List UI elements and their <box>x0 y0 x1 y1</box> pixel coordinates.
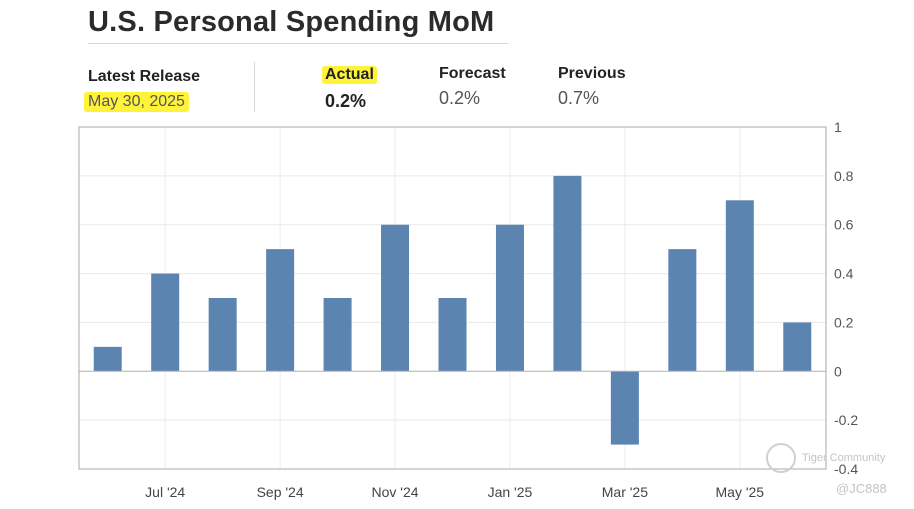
actual-label: Actual <box>322 66 377 84</box>
x-tick-label: Mar '25 <box>602 484 648 500</box>
y-tick-label: 0.2 <box>834 314 854 330</box>
x-tick-label: Nov '24 <box>372 484 419 500</box>
tiger-logo-icon <box>766 443 796 473</box>
bar <box>381 224 410 372</box>
x-tick-label: Jul '24 <box>145 484 185 500</box>
y-tick-label: 0 <box>834 363 842 379</box>
watermark-brand: Tiger Community <box>802 452 886 464</box>
stats-divider <box>254 62 255 112</box>
latest-release-date: May 30, 2025 <box>84 92 189 112</box>
bar <box>553 175 582 372</box>
previous-value: 0.7% <box>558 88 600 108</box>
y-tick-label: 1 <box>834 119 842 135</box>
x-tick-label: Sep '24 <box>257 484 304 500</box>
y-tick-label: 0.4 <box>834 266 854 282</box>
bar <box>438 298 467 372</box>
bar <box>610 371 639 445</box>
forecast-value: 0.2% <box>439 88 481 108</box>
y-tick-label: -0.4 <box>834 461 858 477</box>
latest-release-label: Latest Release <box>88 68 201 85</box>
x-tick-label: Jan '25 <box>488 484 533 500</box>
x-tick-label: May '25 <box>716 484 765 500</box>
bar <box>783 322 812 372</box>
y-tick-label: -0.2 <box>834 412 858 428</box>
title-divider <box>88 43 508 44</box>
bar <box>93 346 122 372</box>
bar <box>323 298 352 372</box>
watermark-user: @JC888 <box>836 481 887 496</box>
bar <box>151 273 180 372</box>
bar <box>208 298 237 372</box>
previous-label: Previous <box>558 65 626 82</box>
forecast-label: Forecast <box>439 65 506 82</box>
actual-value: 0.2% <box>325 91 367 111</box>
plot-frame <box>78 126 827 470</box>
y-tick-label: 0.8 <box>834 168 854 184</box>
bar <box>725 200 754 372</box>
page-title: U.S. Personal Spending MoM <box>88 6 495 38</box>
bar <box>266 249 295 372</box>
bar <box>668 249 697 372</box>
y-tick-label: 0.6 <box>834 217 854 233</box>
bar <box>495 224 524 372</box>
